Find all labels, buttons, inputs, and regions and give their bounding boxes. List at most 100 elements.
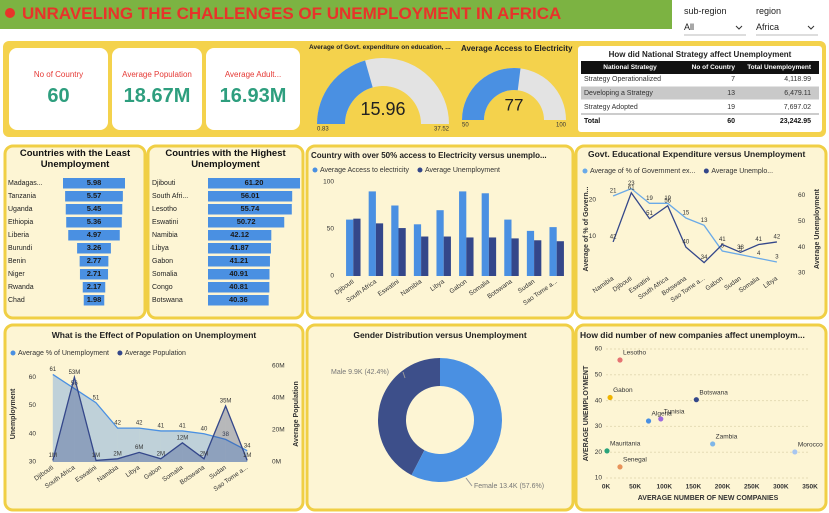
y-tick-label: 50: [29, 402, 37, 409]
data-label: 1.98: [87, 295, 102, 304]
bar: [208, 295, 269, 306]
y-tick-label: 20: [595, 449, 603, 456]
legend-marker: [703, 168, 709, 174]
x-tick-label: 350K: [802, 484, 818, 491]
y-tick-label: 30: [798, 270, 806, 277]
y-tick-label: 60: [798, 192, 806, 199]
bar: [413, 224, 422, 276]
area-fill: [74, 388, 96, 462]
data-label: 21: [610, 189, 617, 195]
y-tick-label: 60: [29, 374, 37, 381]
data-label: 5.36: [87, 217, 102, 226]
data-label: 4: [757, 251, 761, 257]
data-label: 1M: [49, 453, 57, 459]
data-label: 23: [628, 181, 635, 187]
bar: [443, 236, 451, 276]
leader-line: [465, 477, 473, 487]
dropdown-chevron: [807, 25, 815, 30]
table-cell: Strategy Operationalized: [584, 76, 661, 83]
table-header: Total Unemployment: [747, 64, 812, 71]
y-tick-label: 30: [29, 459, 37, 466]
bar: [208, 178, 300, 189]
category-label: Burundi: [8, 245, 33, 252]
category-label: Rwanda: [8, 284, 34, 291]
data-label: 2M: [200, 451, 208, 457]
y-tick-label: 30: [595, 423, 603, 430]
point: [792, 449, 798, 455]
series-line: [612, 187, 778, 263]
point-label: Gabon: [613, 387, 633, 394]
data-label: 12M: [177, 435, 189, 441]
data-label: 15: [683, 211, 690, 217]
card: [112, 48, 202, 130]
bar: [208, 256, 270, 267]
chart-title: What is the Effect of Population on Unem…: [51, 330, 257, 340]
data-label: Male 9.9K (42.4%): [331, 369, 389, 376]
data-label: 40.81: [229, 282, 248, 291]
bar: [504, 219, 512, 276]
bar: [65, 204, 123, 215]
table-cell: 7: [731, 76, 735, 83]
data-label: 3: [775, 255, 779, 261]
y-tick-label: 50: [798, 218, 806, 225]
point: [617, 464, 623, 470]
legend-marker: [582, 168, 588, 174]
filter-label: region: [756, 6, 782, 16]
data-label: 51: [646, 211, 653, 217]
bar: [68, 230, 120, 241]
data-label: 42: [114, 421, 121, 427]
filter-value[interactable]: Africa: [756, 22, 780, 32]
chart-title: Country with over 50% access to Electric…: [311, 151, 547, 160]
gauge-min: 0.83: [317, 127, 329, 133]
chart-title: Govt. Educational Expenditure versus Une…: [588, 149, 806, 159]
data-label: Female 13.4K (57.6%): [474, 483, 544, 490]
x-tick-label: 200K: [715, 484, 731, 491]
y-tick-label: 20M: [272, 427, 285, 434]
data-label: 61: [49, 367, 56, 373]
data-label: 41: [719, 237, 726, 243]
data-label: 56.01: [241, 191, 260, 200]
data-label: 50.72: [237, 217, 256, 226]
data-label: 19: [646, 196, 653, 202]
x-tick-label: 0K: [602, 484, 611, 491]
data-label: 2.17: [87, 282, 102, 291]
donut-slice: [378, 358, 440, 476]
y-tick-label: 50: [595, 372, 603, 379]
data-label: 5: [739, 247, 743, 253]
bar: [77, 243, 111, 254]
point: [645, 418, 652, 424]
filter-value[interactable]: All: [684, 22, 695, 32]
category-label: Benin: [8, 258, 26, 265]
y-tick-label: 0M: [272, 459, 281, 466]
chart-title: How did number of new companies affect u…: [580, 330, 805, 340]
x-tick-label: 250K: [744, 484, 760, 491]
donut-slice: [411, 358, 502, 482]
data-label: 55.74: [241, 204, 261, 213]
category-label: Niger: [8, 271, 25, 278]
gauge-title: Average Access to Electricity: [461, 44, 573, 53]
category-label: Lesotho: [152, 206, 177, 213]
data-label: 40: [201, 426, 208, 432]
bar: [208, 269, 270, 280]
chart-title: Gender Distribution versus Unemployment: [353, 330, 527, 340]
data-label: 34: [701, 255, 708, 261]
y-tick-label: 0: [330, 273, 334, 280]
data-label: 42: [136, 421, 143, 427]
y-tick-label: 100: [323, 179, 334, 186]
area-fill: [117, 452, 140, 462]
y-tick-label: 50: [327, 226, 335, 233]
data-label: 56: [664, 198, 671, 204]
category-label: Eswatini: [152, 219, 179, 226]
series-line: [52, 374, 248, 462]
bar: [436, 210, 444, 276]
data-label: 38: [222, 432, 229, 438]
table-cell: 6,479.11: [784, 90, 811, 97]
category-label: Uganda: [8, 206, 33, 213]
y-tick-label: 40M: [272, 395, 285, 402]
table-cell: 13: [727, 90, 735, 97]
bar: [353, 218, 361, 276]
data-label: 61.20: [245, 178, 264, 187]
data-label: 38: [737, 245, 744, 251]
bar: [82, 282, 106, 293]
